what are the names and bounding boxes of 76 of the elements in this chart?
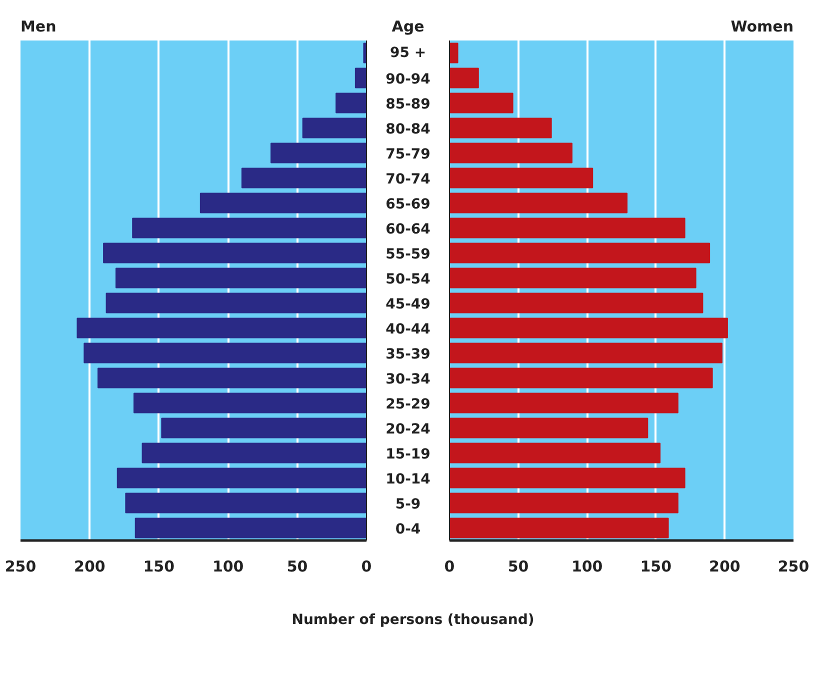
category-label: 60-64 (386, 222, 430, 238)
bar (103, 242, 366, 264)
category-label: 85-89 (386, 96, 430, 112)
category-label: 35-39 (386, 346, 430, 362)
x-tick-label: 200 (74, 558, 106, 576)
category-label: 30-34 (386, 372, 430, 388)
x-tick-label: 50 (508, 558, 529, 576)
bar (450, 518, 669, 538)
bar (336, 92, 366, 114)
category-label: 40-44 (386, 322, 430, 338)
bar (450, 42, 458, 64)
bar (450, 142, 572, 164)
bar (450, 292, 704, 314)
category-label: 25-29 (386, 396, 430, 412)
text: Men (20, 18, 56, 36)
category-label: 70-74 (386, 172, 430, 188)
x-tick-label: 0 (361, 558, 372, 576)
bar (134, 518, 366, 538)
bar (450, 418, 648, 438)
category-label: 65-69 (386, 196, 430, 212)
x-tick-label: 150 (640, 558, 672, 576)
bar (142, 442, 366, 464)
bar (354, 68, 366, 88)
category-label: 45-49 (386, 296, 430, 312)
category-label: 20-24 (386, 422, 430, 438)
bar (450, 168, 594, 188)
bar (450, 442, 661, 464)
x-tick-label: 250 (4, 558, 36, 576)
bar (200, 192, 366, 214)
category-label: 0-4 (395, 522, 421, 538)
bar (450, 268, 696, 288)
x-tick-label: 200 (709, 558, 740, 576)
x-tick-label: 100 (212, 558, 244, 576)
bar (450, 242, 710, 264)
bar (450, 218, 686, 238)
bar (125, 492, 366, 514)
bar (450, 368, 713, 388)
y-axis-title: Age (392, 18, 424, 36)
bar (450, 318, 728, 338)
bar (132, 218, 366, 238)
category-label: 50-54 (386, 272, 430, 288)
bar (450, 92, 514, 114)
x-tick-label: 250 (778, 558, 810, 576)
category-label: 55-59 (386, 246, 430, 262)
category-label: 10-14 (386, 472, 430, 488)
bar (161, 418, 366, 438)
bar (450, 68, 479, 88)
bar (106, 292, 366, 314)
bar (84, 342, 366, 364)
x-tick-label: 100 (571, 558, 603, 576)
bar (133, 392, 366, 414)
category-label: 80-84 (386, 122, 430, 138)
bar (450, 192, 628, 214)
text: Women (730, 18, 794, 36)
bar (450, 118, 552, 138)
bar (270, 142, 366, 164)
category-label: 90-94 (386, 72, 430, 88)
x-tick-label: 50 (286, 558, 308, 576)
bar (450, 492, 678, 514)
bar (115, 268, 366, 288)
x-tick-label: 0 (444, 558, 455, 576)
category-label: 5-9 (395, 496, 421, 512)
bar (450, 392, 678, 414)
bar (76, 318, 366, 338)
bar (116, 468, 366, 488)
bar (302, 118, 366, 138)
x-tick-label: 150 (143, 558, 175, 576)
bar (363, 42, 366, 64)
bar (241, 168, 366, 188)
bar (450, 468, 686, 488)
category-label: 15-19 (386, 446, 430, 462)
category-label: 75-79 (386, 146, 430, 162)
bar (98, 368, 366, 388)
x-axis-title: Number of persons (thousand) (292, 611, 534, 630)
bar (450, 342, 722, 364)
category-label: 95 + (390, 45, 426, 61)
